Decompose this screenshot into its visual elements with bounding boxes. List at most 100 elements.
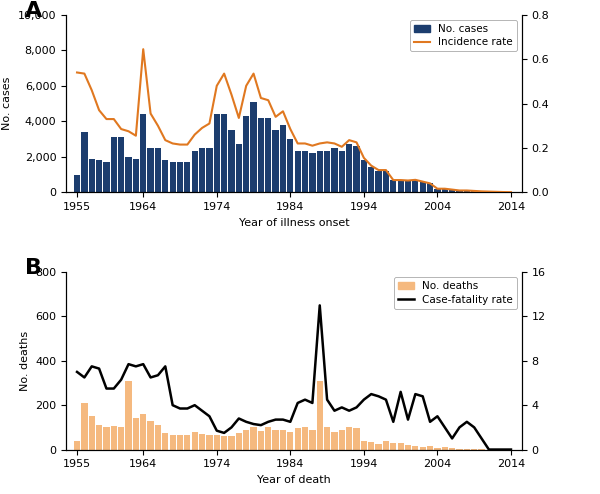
Bar <box>236 144 242 192</box>
Bar <box>250 427 257 450</box>
Legend: No. deaths, Case-fatality rate: No. deaths, Case-fatality rate <box>394 277 517 309</box>
Bar <box>96 425 102 450</box>
Bar <box>338 152 345 192</box>
Bar <box>110 426 117 450</box>
Bar <box>464 191 470 192</box>
Bar <box>309 153 316 192</box>
Bar <box>214 435 220 450</box>
Bar <box>170 162 176 192</box>
Bar <box>177 162 183 192</box>
Legend: No. cases, Incidence rate: No. cases, Incidence rate <box>410 20 517 51</box>
Bar <box>155 148 161 192</box>
Bar <box>265 427 271 450</box>
Bar <box>361 161 367 192</box>
Bar <box>265 118 271 192</box>
Bar <box>110 137 117 192</box>
Y-axis label: No. cases: No. cases <box>2 77 12 130</box>
Bar <box>471 191 478 192</box>
Bar <box>243 430 250 450</box>
Bar <box>162 161 169 192</box>
Bar <box>221 436 227 450</box>
Bar <box>412 180 418 192</box>
Bar <box>229 130 235 192</box>
Bar <box>81 132 88 192</box>
Bar <box>177 435 183 450</box>
Bar <box>258 118 264 192</box>
Bar <box>118 427 124 450</box>
Bar <box>287 432 293 450</box>
Bar <box>199 148 205 192</box>
Bar <box>272 430 279 450</box>
Bar <box>206 148 212 192</box>
Bar <box>184 162 190 192</box>
Bar <box>427 183 433 192</box>
Bar <box>206 435 212 450</box>
Bar <box>221 114 227 192</box>
Bar <box>449 190 455 192</box>
Bar <box>199 434 205 450</box>
Text: A: A <box>25 0 42 21</box>
Bar <box>184 435 190 450</box>
Y-axis label: No. deaths: No. deaths <box>20 331 29 391</box>
Bar <box>133 418 139 450</box>
Bar <box>74 441 80 450</box>
Bar <box>140 114 146 192</box>
Bar <box>434 449 440 450</box>
Bar <box>324 427 330 450</box>
Bar <box>376 171 382 192</box>
Bar <box>390 443 397 450</box>
Bar <box>236 433 242 450</box>
Bar <box>214 114 220 192</box>
Bar <box>243 116 250 192</box>
Bar <box>368 442 374 450</box>
Bar <box>280 125 286 192</box>
Bar <box>125 157 131 192</box>
Bar <box>390 180 397 192</box>
Bar <box>478 191 485 192</box>
Bar <box>89 416 95 450</box>
X-axis label: Year of illness onset: Year of illness onset <box>239 217 349 228</box>
Bar <box>229 436 235 450</box>
Bar <box>103 427 110 450</box>
Bar <box>346 144 352 192</box>
Bar <box>89 159 95 192</box>
Bar <box>118 137 124 192</box>
Bar <box>191 152 198 192</box>
Bar <box>331 432 338 450</box>
Bar <box>295 152 301 192</box>
Bar <box>405 445 411 450</box>
Bar <box>103 162 110 192</box>
Bar <box>419 448 426 450</box>
Bar <box>427 446 433 450</box>
Bar <box>250 102 257 192</box>
Bar <box>309 430 316 450</box>
Bar <box>81 403 88 450</box>
X-axis label: Year of death: Year of death <box>257 475 331 485</box>
Bar <box>191 432 198 450</box>
Bar <box>324 152 330 192</box>
Bar <box>405 181 411 192</box>
Bar <box>287 139 293 192</box>
Bar <box>338 430 345 450</box>
Bar <box>162 433 169 450</box>
Bar <box>140 414 146 450</box>
Bar <box>317 152 323 192</box>
Bar <box>317 381 323 450</box>
Bar <box>442 189 448 192</box>
Bar <box>280 430 286 450</box>
Bar <box>96 161 102 192</box>
Bar <box>376 444 382 450</box>
Bar <box>383 441 389 450</box>
Bar <box>258 431 264 450</box>
Bar <box>449 449 455 450</box>
Bar <box>295 428 301 450</box>
Bar <box>74 174 80 192</box>
Bar <box>353 428 359 450</box>
Bar <box>170 435 176 450</box>
Bar <box>442 448 448 450</box>
Text: B: B <box>25 258 42 278</box>
Bar <box>419 182 426 192</box>
Bar <box>148 421 154 450</box>
Bar <box>133 159 139 192</box>
Bar <box>272 130 279 192</box>
